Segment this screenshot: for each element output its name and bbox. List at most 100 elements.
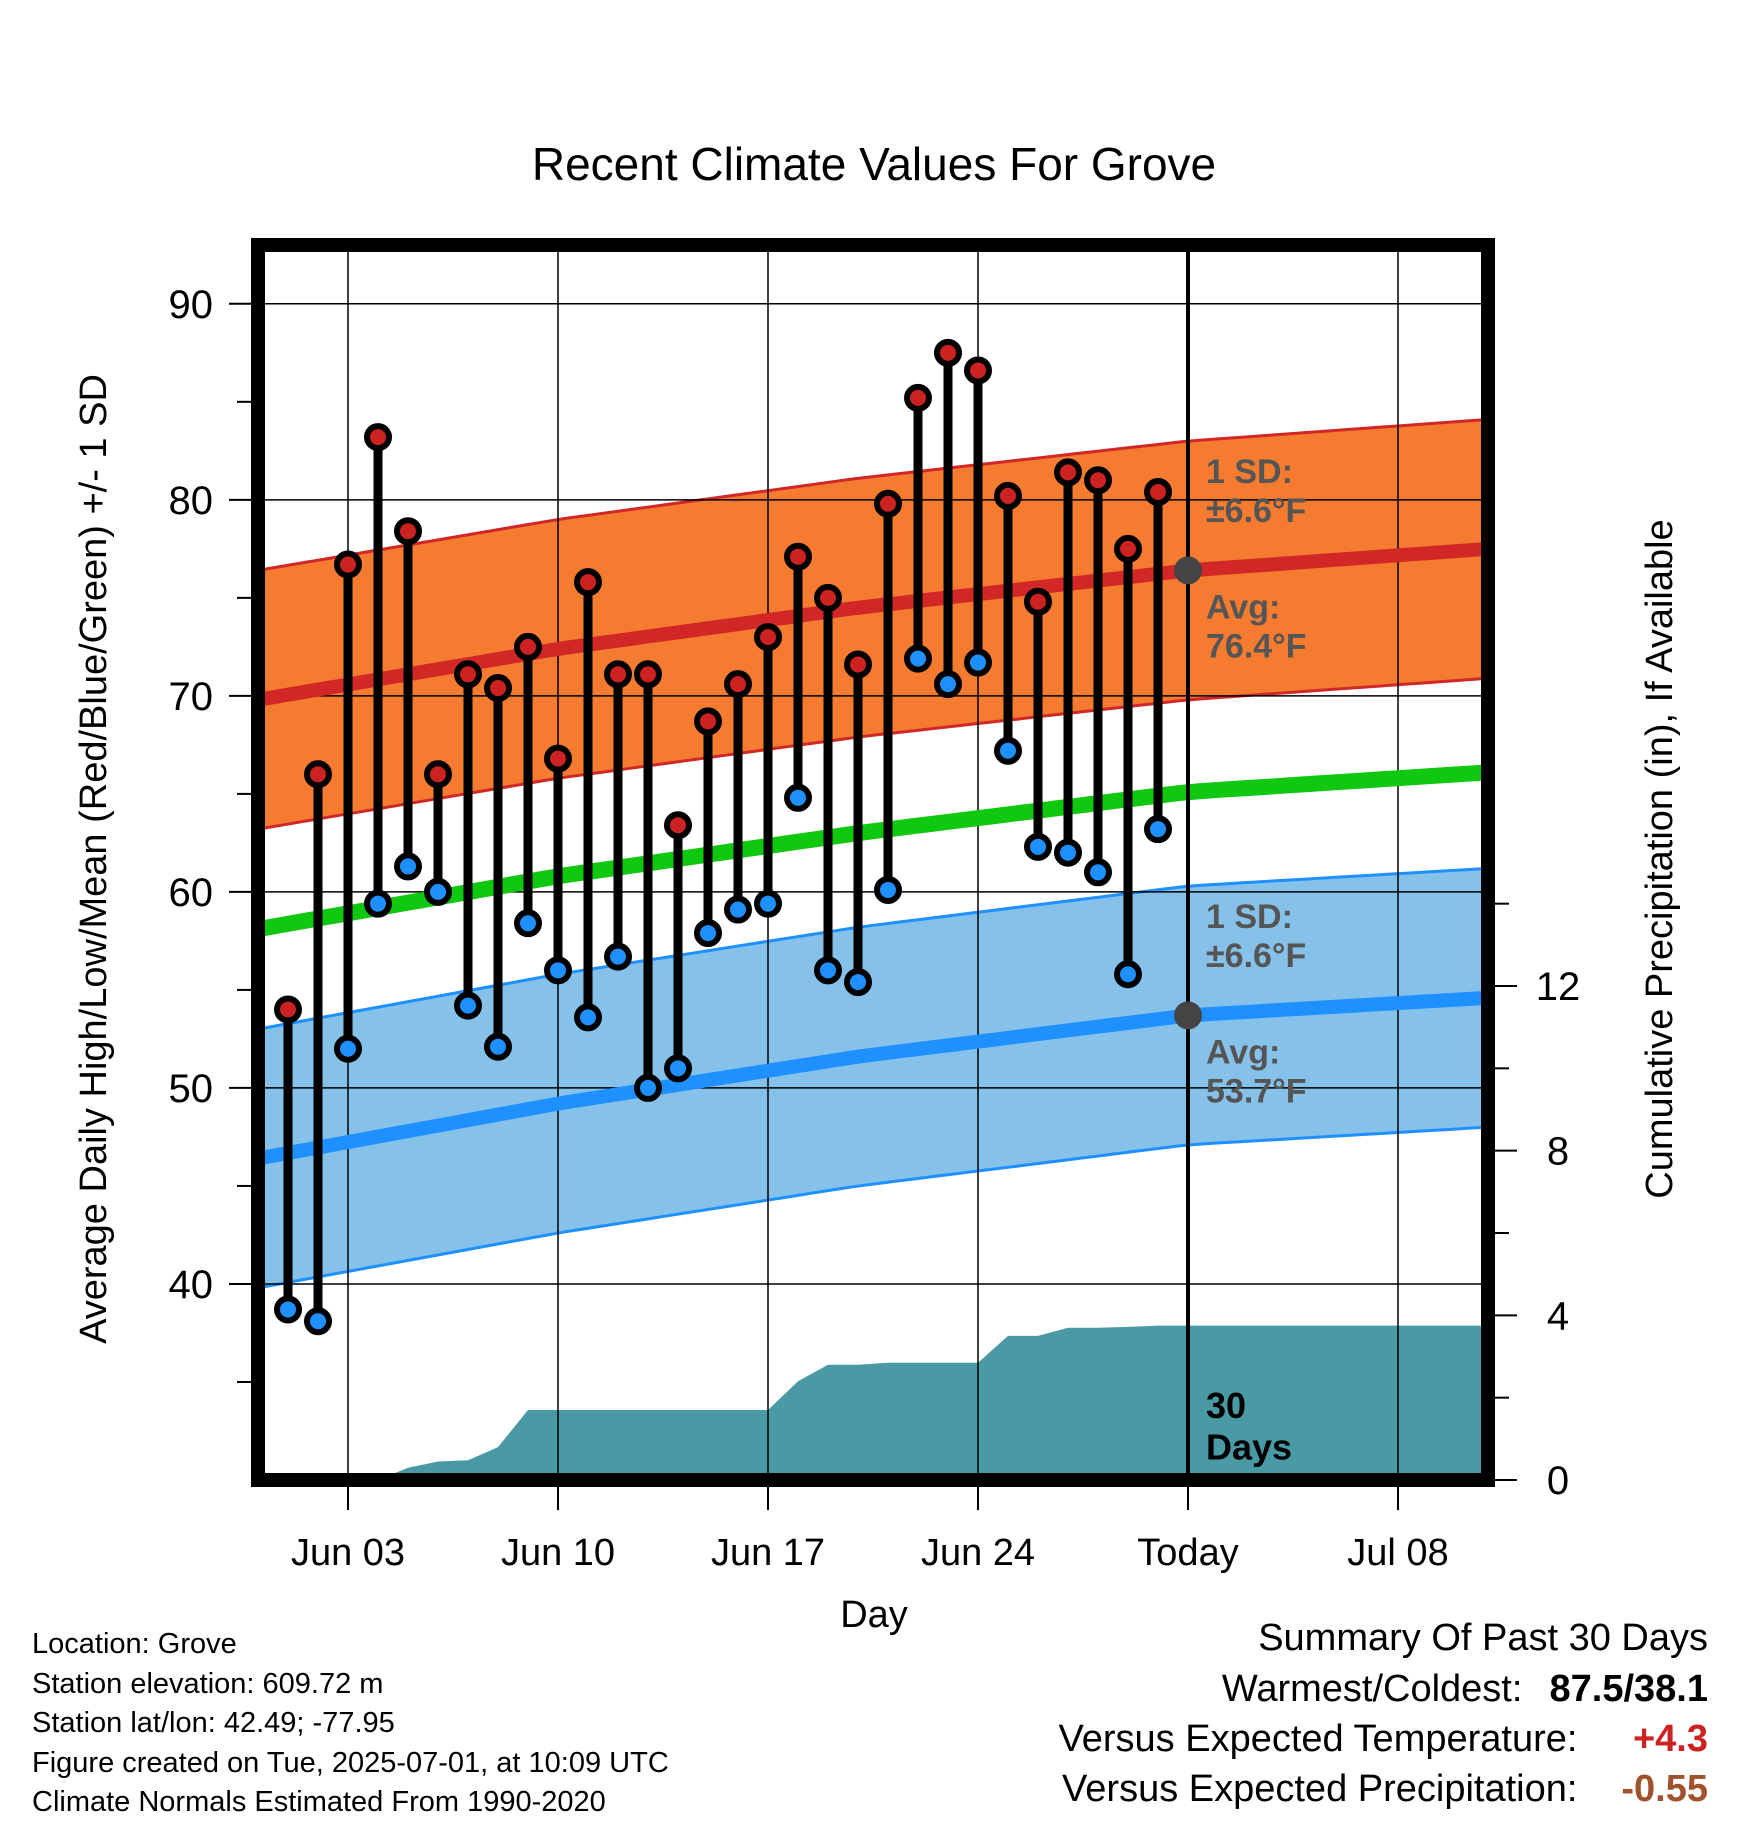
- x-tick-label: Jun 17: [711, 1532, 825, 1574]
- daily-low-point: [964, 648, 992, 677]
- daily-high-point: [454, 660, 482, 689]
- daily-high-point: [664, 811, 692, 840]
- x-axis-label: Day: [840, 1594, 908, 1636]
- daily-low-point: [364, 889, 392, 918]
- daily-high-point: [934, 338, 962, 367]
- daily-low-point: [1084, 858, 1112, 887]
- low-sd-upper-line: [258, 866, 1488, 1031]
- daily-low-point: [334, 1034, 362, 1063]
- plot-frame: [251, 238, 1495, 1487]
- elevation-text: Station elevation: 609.72 m: [32, 1667, 384, 1700]
- daily-low-point: [694, 919, 722, 948]
- warmest-coldest-value: 87.5/38.1: [1549, 1668, 1708, 1710]
- daily-high-point: [694, 707, 722, 736]
- precip-period-label: 30 Days: [1206, 1385, 1292, 1467]
- today-low-avg-marker: [1174, 1001, 1202, 1030]
- daily-high-point: [994, 481, 1022, 510]
- daily-low-point: [1054, 838, 1082, 867]
- precip-anomaly-row: Versus Expected Precipitation: -0.55: [1059, 1764, 1708, 1814]
- daily-high-point: [364, 423, 392, 452]
- summary-heading: Summary Of Past 30 Days: [1258, 1617, 1708, 1659]
- low-sd-lower-line: [258, 1125, 1488, 1290]
- y2-tick-label: 8: [1547, 1130, 1569, 1174]
- daily-high-point: [574, 568, 602, 597]
- daily-low-point: [814, 956, 842, 985]
- y-tick-label: 70: [169, 675, 214, 719]
- daily-low-point: [574, 1003, 602, 1032]
- daily-low-point: [784, 783, 812, 812]
- daily-high-point: [784, 542, 812, 571]
- y2-tick-label: 12: [1536, 965, 1581, 1009]
- daily-low-point: [394, 852, 422, 881]
- daily-low-point: [454, 991, 482, 1020]
- daily-high-point: [274, 995, 302, 1024]
- station-info: Location: Grove Station elevation: 609.7…: [32, 1625, 669, 1823]
- precip-anomaly-label: Versus Expected Precipitation:: [1062, 1768, 1578, 1810]
- mean-avg-line: [258, 764, 1488, 938]
- daily-high-point: [754, 623, 782, 652]
- daily-low-point: [934, 670, 962, 699]
- warmest-coldest-label: Warmest/Coldest:: [1221, 1668, 1523, 1710]
- created-text: Figure created on Tue, 2025-07-01, at 10…: [32, 1746, 669, 1779]
- daily-low-point: [304, 1307, 332, 1336]
- temp-anomaly-row: Versus Expected Temperature: +4.3: [1059, 1714, 1708, 1764]
- daily-low-point: [724, 895, 752, 924]
- daily-high-point: [1054, 458, 1082, 487]
- y2-tick-label: 0: [1547, 1459, 1569, 1503]
- daily-high-point: [904, 383, 932, 412]
- daily-low-point: [874, 875, 902, 904]
- daily-high-point: [1144, 478, 1172, 506]
- daily-low-point: [634, 1073, 662, 1102]
- daily-high-point: [334, 550, 362, 579]
- daily-low-point: [274, 1295, 302, 1324]
- low-sd-annotation: 1 SD: ±6.6°F: [1206, 898, 1306, 975]
- daily-low-point: [844, 968, 872, 997]
- high-sd-band: [258, 419, 1488, 830]
- daily-high-point: [424, 760, 452, 789]
- y-tick-label: 40: [169, 1263, 214, 1307]
- daily-low-point: [1024, 832, 1052, 861]
- daily-low-point: [904, 644, 932, 673]
- plot-area: 1 SD: ±6.6°F Avg: 76.4°F 1 SD: ±6.6°F Avg: 53.7…: [169, 238, 1581, 1574]
- daily-high-point: [844, 650, 872, 679]
- daily-low-point: [604, 942, 632, 971]
- normals-text: Climate Normals Estimated From 1990-2020: [32, 1786, 606, 1818]
- x-tick-label: Today: [1137, 1532, 1238, 1574]
- daily-high-point: [604, 660, 632, 689]
- latlon-text: Station lat/lon: 42.49; -77.95: [32, 1707, 395, 1739]
- high-avg-annotation: Avg: 76.4°F: [1206, 588, 1307, 665]
- daily-high-point: [514, 632, 542, 661]
- daily-high-point: [1024, 587, 1052, 616]
- warmest-coldest-row: Warmest/Coldest: 87.5/38.1: [1059, 1664, 1708, 1714]
- y2-axis-label: Cumulative Precipitation (in), If Availa…: [1639, 519, 1681, 1198]
- daily-low-point: [754, 889, 782, 918]
- daily-low-point: [544, 956, 572, 985]
- daily-high-point: [874, 489, 902, 518]
- x-tick-label: Jun 03: [291, 1532, 405, 1574]
- daily-high-point: [964, 356, 992, 385]
- x-tick-label: Jun 24: [921, 1532, 1035, 1574]
- daily-high-point: [544, 744, 572, 773]
- daily-low-point: [1114, 960, 1142, 989]
- low-avg-line: [258, 990, 1488, 1166]
- x-tick-label: Jun 10: [501, 1532, 615, 1574]
- temp-anomaly-label: Versus Expected Temperature:: [1058, 1718, 1578, 1760]
- y-tick-label: 80: [169, 479, 214, 523]
- x-tick-label: Jul 08: [1347, 1532, 1448, 1574]
- location-text: Location: Grove: [32, 1628, 237, 1660]
- daily-high-point: [814, 583, 842, 612]
- daily-low-point: [664, 1054, 692, 1083]
- daily-high-point: [394, 517, 422, 546]
- y-tick-label: 90: [169, 283, 214, 327]
- y-axis-label: Average Daily High/Low/Mean (Red/Blue/Gr…: [73, 374, 115, 1344]
- daily-high-point: [634, 660, 662, 689]
- plot-interior: 1 SD: ±6.6°F Avg: 76.4°F 1 SD: ±6.6°F Avg: 53.7…: [258, 245, 1488, 1480]
- daily-low-point: [424, 877, 452, 906]
- daily-low-point: [514, 909, 542, 938]
- chart-title: Recent Climate Values For Grove: [532, 138, 1216, 190]
- daily-low-point: [994, 736, 1022, 765]
- today-high-avg-marker: [1174, 556, 1202, 585]
- y-tick-label: 60: [169, 871, 214, 915]
- precipitation-area: [288, 1325, 1488, 1480]
